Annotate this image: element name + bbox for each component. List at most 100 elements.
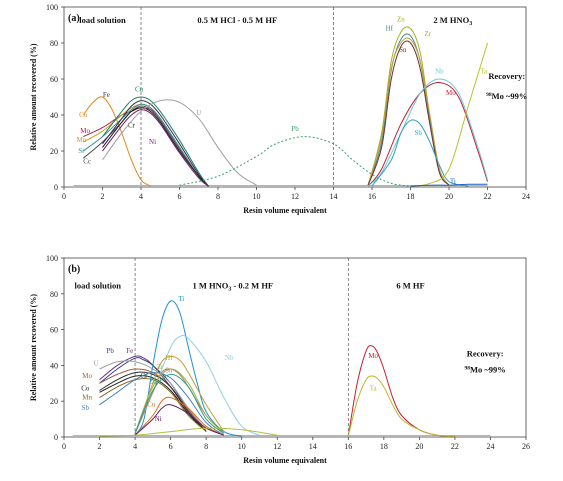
series-label-mo: Mo [82,372,92,380]
series-line-cr [102,107,209,187]
series-line-ti [134,300,242,437]
region-label: load solution [79,15,126,25]
panel-label: (b) [68,264,80,275]
x-tick-label: 20 [445,192,453,201]
x-tick-label: 16 [344,442,352,451]
series-label-sb: Sb [82,404,90,412]
x-tick-label: 10 [238,442,246,451]
series-line-ti [410,183,488,187]
series-label-sn: Sn [399,46,407,54]
x-axis-label: Resin volume equivalent [243,456,327,465]
x-tick-label: 6 [169,442,173,451]
y-tick-label: 0 [54,183,58,192]
x-tick-label: 16 [368,192,376,201]
series-label-ta: Ta [370,384,378,392]
series-label-ta: Ta [480,68,488,76]
panel-label: (a) [68,13,80,24]
series-line-mo-late [347,345,455,437]
series-label-zr: Zr [157,363,164,371]
series-line-sb [371,119,469,187]
series-label-nb: Nb [435,68,444,76]
series-label-u: U [196,109,201,117]
x-tick-label: 24 [522,192,530,201]
plot-frame [63,257,527,438]
series-label-pb: Pb [106,347,114,355]
y-axis-label: Relative amount recovered (%) [29,294,38,401]
x-tick-label: 18 [407,192,415,201]
plot-frame [63,6,527,188]
series-label-ni: Ni [155,415,162,423]
series-line-mo [83,107,209,187]
series-line-u [102,99,257,186]
x-tick-label: 0 [62,442,66,451]
series-label-hf: Hf [386,24,394,32]
series-line-mn [99,377,207,432]
series-label-u: U [93,359,98,367]
series-label-mn: Mn [76,136,86,144]
series-label-cc: Cc [83,158,91,166]
region-label: 0.5 M HCl - 0.5 M HF [197,15,277,25]
recovery-annotation: Recovery: [488,71,525,81]
series-label-mo: Mo [80,127,90,135]
series-line-ni [102,109,209,187]
y-tick-label: 80 [50,290,58,299]
y-axis-label: Relative amount recovered (%) [29,43,38,150]
series-line-sn [367,40,450,186]
series-line-hf [134,355,225,434]
series-label-ti: Ti [178,295,184,303]
y-tick-label: 40 [50,361,58,370]
x-tick-label: 24 [486,442,494,451]
x-tick-label: 8 [204,442,208,451]
series-label-co: Co [79,111,88,119]
series-line-cc [82,105,209,187]
y-tick-label: 60 [50,326,58,335]
series-line-mn [83,103,209,187]
x-tick-label: 14 [309,442,317,451]
series-label-fe: Fe [103,91,110,99]
series-label-co: Co [81,384,90,392]
x-tick-label: 14 [330,192,338,201]
series-line-zr [134,368,225,434]
y-tick-label: 40 [50,111,58,120]
series-label-nb: Nb [225,354,234,362]
y-tick-label: 80 [50,39,58,48]
y-tick-label: 20 [50,147,58,156]
series-label-sb: Sb [414,129,422,137]
recovery-annotation: Recovery: [467,348,504,358]
series-label-mo-late: Mo [368,352,378,360]
series-line-nb [367,78,488,187]
series-label-sn: Sn [165,367,173,375]
x-tick-label: 12 [291,192,299,201]
region-label: 6 M HF [396,280,424,290]
recovery-annotation: 98Mo ~99% [464,365,505,375]
series-line-mo-late [367,82,488,187]
x-tick-label: 2 [101,192,105,201]
region-label: load solution [74,280,121,290]
series-label-zn: Zn [397,15,405,23]
y-tick-label: 100 [46,254,58,263]
x-tick-label: 18 [380,442,388,451]
x-tick-label: 4 [133,442,137,451]
series-line-cu [102,96,209,187]
x-tick-label: 6 [178,192,182,201]
series-label-hf: Hf [165,354,173,362]
x-tick-label: 20 [415,442,423,451]
region-label: 2 M HNO3 [433,15,472,27]
series-line-ta-early [99,427,278,437]
series-line-zr [367,37,450,186]
x-tick-label: 26 [522,442,530,451]
series-line-ta [347,375,455,437]
x-tick-label: 12 [273,442,281,451]
x-axis-label: Resin volume equivalent [243,206,327,215]
recovery-annotation: 98Mo ~99% [486,91,527,101]
series-line-sr [83,103,209,187]
series-label-sr: Sr [78,147,85,155]
series-label-pb: Pb [291,125,299,133]
series-label-mo-late: Mo [446,89,456,97]
series-line-cu [134,396,225,436]
series-label-ti: Ti [450,177,456,185]
series-line-zn [134,373,225,434]
y-tick-label: 100 [46,3,58,12]
